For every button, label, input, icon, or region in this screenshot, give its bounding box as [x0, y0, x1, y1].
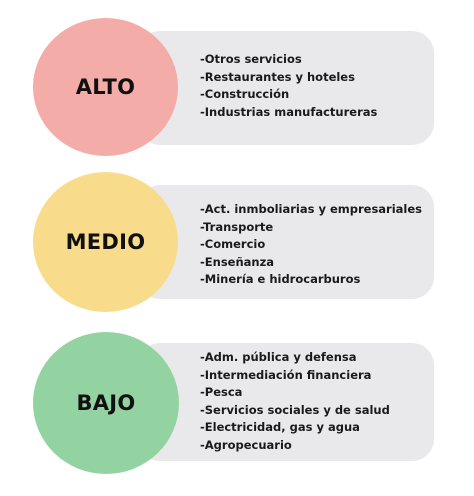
- sector-list: -Act. inmboliarias y empresariales -Tran…: [200, 201, 422, 289]
- sector-item: -Transporte: [200, 219, 274, 234]
- sector-list: -Adm. pública y defensa -Intermediación …: [200, 349, 390, 454]
- sector-item: -Intermediación financiera: [200, 367, 372, 382]
- level-label: ALTO: [75, 75, 136, 99]
- level-bajo: BAJO -Adm. pública y defensa -Intermedia…: [0, 332, 474, 474]
- level-circle: BAJO: [33, 332, 179, 474]
- level-label: MEDIO: [65, 230, 146, 254]
- level-label: BAJO: [76, 391, 136, 415]
- sector-item: -Servicios sociales y de salud: [200, 402, 390, 417]
- sector-item: -Agropecuario: [200, 437, 292, 452]
- sector-item: -Industrias manufactureras: [200, 104, 378, 119]
- sector-item: -Act. inmboliarias y empresariales: [200, 202, 423, 216]
- sector-item: -Restaurantes y hoteles: [200, 69, 355, 84]
- level-circle: MEDIO: [33, 172, 178, 312]
- sector-item: -Pesca: [200, 385, 243, 399]
- sector-item: -Enseñanza: [200, 254, 275, 269]
- sector-list: -Otros servicios -Restaurantes y hoteles…: [200, 51, 377, 121]
- level-panel: [138, 185, 434, 299]
- level-panel: [138, 343, 434, 461]
- sector-item: -Minería e hidrocarburos: [200, 272, 361, 286]
- level-circle: ALTO: [33, 18, 178, 156]
- level-medio: MEDIO -Act. inmboliarias y empresariales…: [0, 172, 474, 312]
- sector-item: -Electricidad, gas y agua: [200, 420, 360, 434]
- level-panel: [138, 31, 434, 145]
- level-alto: ALTO -Otros servicios -Restaurantes y ho…: [0, 18, 474, 156]
- sector-item: -Adm. pública y defensa: [200, 350, 357, 364]
- sector-item: -Otros servicios: [200, 52, 302, 66]
- sector-item: -Comercio: [200, 237, 266, 251]
- sector-item: -Construcción: [200, 87, 290, 101]
